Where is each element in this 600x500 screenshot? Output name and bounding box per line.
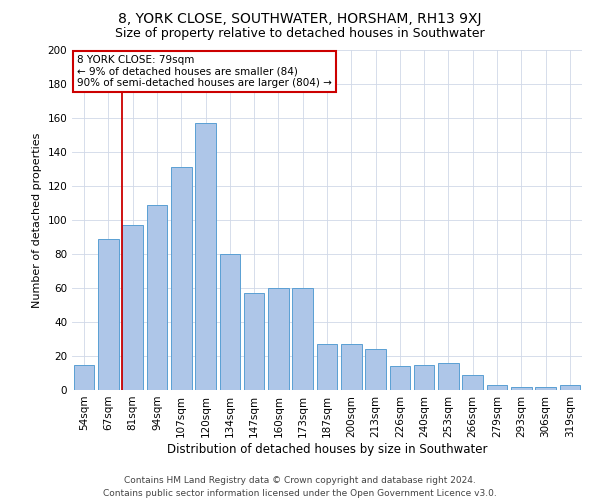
Bar <box>146 204 167 390</box>
Bar <box>317 344 337 390</box>
Bar <box>414 364 434 390</box>
Bar <box>487 385 508 390</box>
Bar <box>98 238 119 390</box>
Bar <box>365 349 386 390</box>
Text: Contains HM Land Registry data © Crown copyright and database right 2024.
Contai: Contains HM Land Registry data © Crown c… <box>103 476 497 498</box>
Bar <box>74 364 94 390</box>
Bar <box>463 374 483 390</box>
Bar <box>220 254 240 390</box>
Bar <box>195 123 216 390</box>
Bar <box>511 386 532 390</box>
Bar <box>535 386 556 390</box>
Bar <box>341 344 362 390</box>
Bar <box>438 363 459 390</box>
Text: 8, YORK CLOSE, SOUTHWATER, HORSHAM, RH13 9XJ: 8, YORK CLOSE, SOUTHWATER, HORSHAM, RH13… <box>118 12 482 26</box>
Bar <box>268 288 289 390</box>
Bar <box>389 366 410 390</box>
Text: Size of property relative to detached houses in Southwater: Size of property relative to detached ho… <box>115 28 485 40</box>
Bar <box>171 168 191 390</box>
Bar <box>122 225 143 390</box>
Y-axis label: Number of detached properties: Number of detached properties <box>32 132 42 308</box>
Bar <box>292 288 313 390</box>
Bar <box>244 293 265 390</box>
X-axis label: Distribution of detached houses by size in Southwater: Distribution of detached houses by size … <box>167 442 487 456</box>
Bar <box>560 385 580 390</box>
Text: 8 YORK CLOSE: 79sqm
← 9% of detached houses are smaller (84)
90% of semi-detache: 8 YORK CLOSE: 79sqm ← 9% of detached hou… <box>77 55 332 88</box>
